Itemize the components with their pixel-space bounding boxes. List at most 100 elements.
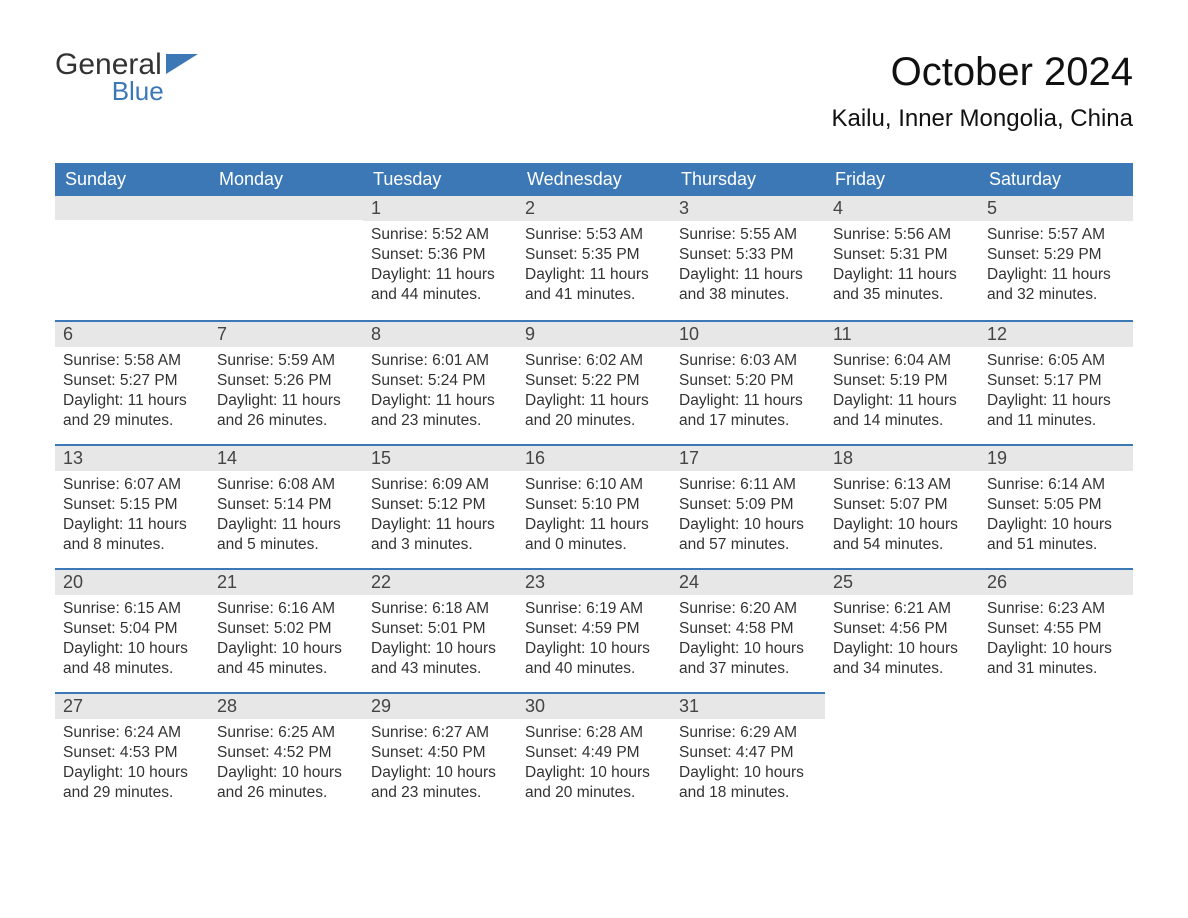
day-details: Sunrise: 6:01 AMSunset: 5:24 PMDaylight:…	[363, 347, 517, 442]
calendar-day-cell: 31Sunrise: 6:29 AMSunset: 4:47 PMDayligh…	[671, 692, 825, 816]
sunrise-line: Sunrise: 5:52 AM	[371, 225, 509, 245]
sunrise-line: Sunrise: 6:04 AM	[833, 351, 971, 371]
sunrise-line: Sunrise: 6:21 AM	[833, 599, 971, 619]
sunrise-line: Sunrise: 6:05 AM	[987, 351, 1125, 371]
daylight-line: Daylight: 10 hours and 34 minutes.	[833, 639, 971, 679]
sunrise-line: Sunrise: 5:55 AM	[679, 225, 817, 245]
daylight-line: Daylight: 10 hours and 18 minutes.	[679, 763, 817, 803]
weekday-header: Tuesday	[363, 163, 517, 196]
day-details: Sunrise: 6:18 AMSunset: 5:01 PMDaylight:…	[363, 595, 517, 690]
sunset-line: Sunset: 4:56 PM	[833, 619, 971, 639]
daylight-line: Daylight: 10 hours and 48 minutes.	[63, 639, 201, 679]
day-number: 2	[517, 196, 671, 221]
sunset-line: Sunset: 5:09 PM	[679, 495, 817, 515]
header: General Blue October 2024 Kailu, Inner M…	[55, 50, 1133, 133]
day-details: Sunrise: 6:13 AMSunset: 5:07 PMDaylight:…	[825, 471, 979, 566]
logo-text-bottom: Blue	[112, 78, 164, 104]
calendar-day-cell: 28Sunrise: 6:25 AMSunset: 4:52 PMDayligh…	[209, 692, 363, 816]
calendar-day-cell: 9Sunrise: 6:02 AMSunset: 5:22 PMDaylight…	[517, 320, 671, 444]
sunset-line: Sunset: 5:20 PM	[679, 371, 817, 391]
sunset-line: Sunset: 5:19 PM	[833, 371, 971, 391]
sunset-line: Sunset: 5:04 PM	[63, 619, 201, 639]
sunset-line: Sunset: 5:26 PM	[217, 371, 355, 391]
daylight-line: Daylight: 10 hours and 40 minutes.	[525, 639, 663, 679]
day-number: 22	[363, 568, 517, 595]
sunrise-line: Sunrise: 6:09 AM	[371, 475, 509, 495]
day-details: Sunrise: 6:07 AMSunset: 5:15 PMDaylight:…	[55, 471, 209, 566]
calendar-day-cell: 13Sunrise: 6:07 AMSunset: 5:15 PMDayligh…	[55, 444, 209, 568]
weekday-header: Friday	[825, 163, 979, 196]
sunrise-line: Sunrise: 6:18 AM	[371, 599, 509, 619]
calendar-day-cell: 5Sunrise: 5:57 AMSunset: 5:29 PMDaylight…	[979, 196, 1133, 320]
sunrise-line: Sunrise: 6:08 AM	[217, 475, 355, 495]
day-details: Sunrise: 6:15 AMSunset: 5:04 PMDaylight:…	[55, 595, 209, 690]
calendar-day-cell: 12Sunrise: 6:05 AMSunset: 5:17 PMDayligh…	[979, 320, 1133, 444]
calendar-day-cell: 20Sunrise: 6:15 AMSunset: 5:04 PMDayligh…	[55, 568, 209, 692]
calendar-day-cell	[209, 196, 363, 320]
daylight-line: Daylight: 10 hours and 54 minutes.	[833, 515, 971, 555]
calendar-day-cell: 7Sunrise: 5:59 AMSunset: 5:26 PMDaylight…	[209, 320, 363, 444]
day-number: 20	[55, 568, 209, 595]
calendar-day-cell: 19Sunrise: 6:14 AMSunset: 5:05 PMDayligh…	[979, 444, 1133, 568]
day-details: Sunrise: 5:57 AMSunset: 5:29 PMDaylight:…	[979, 221, 1133, 316]
day-number: 28	[209, 692, 363, 719]
sunrise-line: Sunrise: 6:14 AM	[987, 475, 1125, 495]
sunrise-line: Sunrise: 5:53 AM	[525, 225, 663, 245]
day-details: Sunrise: 6:11 AMSunset: 5:09 PMDaylight:…	[671, 471, 825, 566]
daylight-line: Daylight: 11 hours and 0 minutes.	[525, 515, 663, 555]
weekday-header: Thursday	[671, 163, 825, 196]
daylight-line: Daylight: 11 hours and 26 minutes.	[217, 391, 355, 431]
sunrise-line: Sunrise: 5:58 AM	[63, 351, 201, 371]
calendar-day-cell: 3Sunrise: 5:55 AMSunset: 5:33 PMDaylight…	[671, 196, 825, 320]
calendar-day-cell: 14Sunrise: 6:08 AMSunset: 5:14 PMDayligh…	[209, 444, 363, 568]
calendar-day-cell: 25Sunrise: 6:21 AMSunset: 4:56 PMDayligh…	[825, 568, 979, 692]
sunset-line: Sunset: 4:58 PM	[679, 619, 817, 639]
calendar-day-cell: 21Sunrise: 6:16 AMSunset: 5:02 PMDayligh…	[209, 568, 363, 692]
daylight-line: Daylight: 10 hours and 29 minutes.	[63, 763, 201, 803]
calendar-day-cell: 8Sunrise: 6:01 AMSunset: 5:24 PMDaylight…	[363, 320, 517, 444]
calendar-day-cell: 1Sunrise: 5:52 AMSunset: 5:36 PMDaylight…	[363, 196, 517, 320]
sunset-line: Sunset: 5:27 PM	[63, 371, 201, 391]
title-block: October 2024 Kailu, Inner Mongolia, Chin…	[831, 50, 1133, 133]
day-number: 1	[363, 196, 517, 221]
day-details: Sunrise: 6:28 AMSunset: 4:49 PMDaylight:…	[517, 719, 671, 814]
day-number: 8	[363, 320, 517, 347]
day-number: 19	[979, 444, 1133, 471]
day-details: Sunrise: 6:19 AMSunset: 4:59 PMDaylight:…	[517, 595, 671, 690]
day-details: Sunrise: 6:25 AMSunset: 4:52 PMDaylight:…	[209, 719, 363, 814]
day-details: Sunrise: 6:05 AMSunset: 5:17 PMDaylight:…	[979, 347, 1133, 442]
sunset-line: Sunset: 4:59 PM	[525, 619, 663, 639]
day-number: 31	[671, 692, 825, 719]
sunrise-line: Sunrise: 6:23 AM	[987, 599, 1125, 619]
sunrise-line: Sunrise: 6:25 AM	[217, 723, 355, 743]
sunrise-line: Sunrise: 6:24 AM	[63, 723, 201, 743]
day-number: 23	[517, 568, 671, 595]
sunset-line: Sunset: 5:15 PM	[63, 495, 201, 515]
daylight-line: Daylight: 11 hours and 17 minutes.	[679, 391, 817, 431]
day-details: Sunrise: 6:21 AMSunset: 4:56 PMDaylight:…	[825, 595, 979, 690]
daylight-line: Daylight: 11 hours and 32 minutes.	[987, 265, 1125, 305]
day-number: 15	[363, 444, 517, 471]
day-number: 13	[55, 444, 209, 471]
daylight-line: Daylight: 10 hours and 37 minutes.	[679, 639, 817, 679]
day-details: Sunrise: 6:23 AMSunset: 4:55 PMDaylight:…	[979, 595, 1133, 690]
calendar-day-cell: 18Sunrise: 6:13 AMSunset: 5:07 PMDayligh…	[825, 444, 979, 568]
day-details: Sunrise: 5:52 AMSunset: 5:36 PMDaylight:…	[363, 221, 517, 316]
sunset-line: Sunset: 4:52 PM	[217, 743, 355, 763]
logo: General Blue	[55, 50, 198, 104]
daylight-line: Daylight: 11 hours and 20 minutes.	[525, 391, 663, 431]
sunrise-line: Sunrise: 6:28 AM	[525, 723, 663, 743]
calendar-day-cell	[979, 692, 1133, 816]
sunrise-line: Sunrise: 6:11 AM	[679, 475, 817, 495]
weekday-header: Saturday	[979, 163, 1133, 196]
day-number: 14	[209, 444, 363, 471]
day-number: 6	[55, 320, 209, 347]
sunrise-line: Sunrise: 6:16 AM	[217, 599, 355, 619]
calendar-week-row: 13Sunrise: 6:07 AMSunset: 5:15 PMDayligh…	[55, 444, 1133, 568]
calendar-day-cell: 22Sunrise: 6:18 AMSunset: 5:01 PMDayligh…	[363, 568, 517, 692]
sunset-line: Sunset: 4:55 PM	[987, 619, 1125, 639]
month-title: October 2024	[831, 50, 1133, 95]
calendar-day-cell: 11Sunrise: 6:04 AMSunset: 5:19 PMDayligh…	[825, 320, 979, 444]
calendar-day-cell: 23Sunrise: 6:19 AMSunset: 4:59 PMDayligh…	[517, 568, 671, 692]
day-number: 12	[979, 320, 1133, 347]
